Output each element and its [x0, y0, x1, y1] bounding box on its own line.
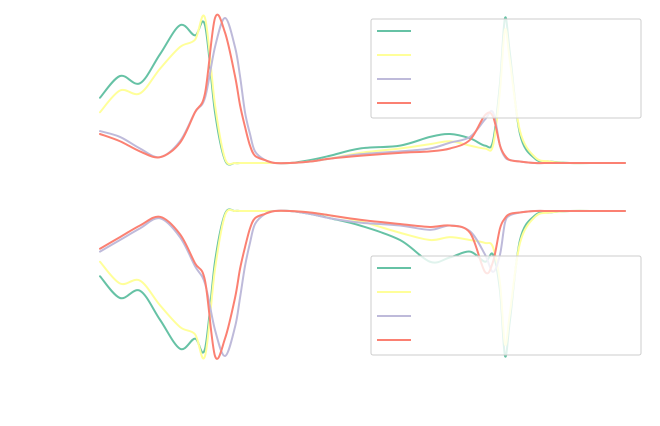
top-panel — [99, 13, 642, 166]
top-legend — [370, 18, 642, 119]
bottom-panel — [99, 208, 642, 360]
top-legend-box — [370, 18, 642, 119]
top-series-line-4 — [99, 13, 626, 165]
bottom-legend-box — [370, 255, 642, 356]
bottom-legend — [370, 255, 642, 356]
bottom-series-line-4 — [99, 209, 626, 360]
